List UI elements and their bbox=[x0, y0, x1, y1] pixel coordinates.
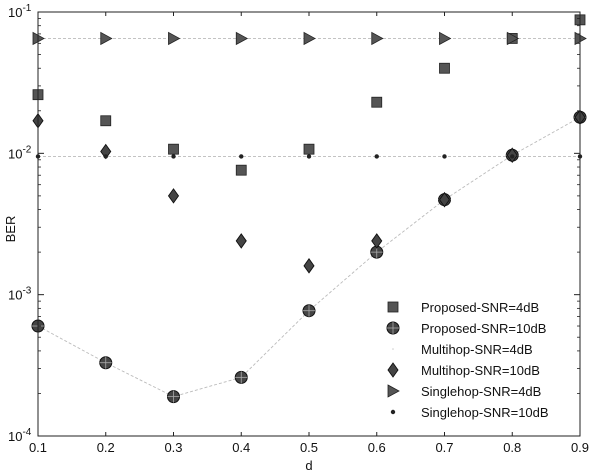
data-point-0-4 bbox=[303, 143, 315, 155]
data-point-5-6 bbox=[442, 154, 447, 159]
data-point-5-5 bbox=[374, 154, 379, 159]
y-tick-label: 10-4 bbox=[8, 427, 32, 444]
data-point-1-1 bbox=[99, 356, 113, 370]
data-point-0-2 bbox=[168, 143, 179, 155]
x-axis-label: d bbox=[305, 458, 312, 473]
legend-label: Multihop-SNR=4dB bbox=[421, 342, 533, 357]
y-tick-label: 10-2 bbox=[8, 144, 32, 161]
x-tick-label: 0.1 bbox=[29, 440, 47, 455]
legend-label: Singlehop-SNR=4dB bbox=[421, 384, 541, 399]
x-tick-label: 0.8 bbox=[503, 440, 521, 455]
data-point-3-3 bbox=[235, 233, 247, 249]
y-tick-label: 10-3 bbox=[8, 286, 32, 303]
legend-label: Proposed-SNR=10dB bbox=[421, 321, 546, 336]
data-point-4-3 bbox=[235, 31, 249, 46]
data-point-4-1 bbox=[100, 31, 113, 46]
data-point-0-6 bbox=[439, 62, 450, 74]
x-tick-label: 0.3 bbox=[164, 440, 182, 455]
data-point-4-4 bbox=[303, 31, 316, 46]
legend-label: Multihop-SNR=10dB bbox=[421, 363, 540, 378]
legend-marker-0 bbox=[387, 301, 399, 313]
x-tick-label: 0.9 bbox=[571, 440, 589, 455]
x-tick-label: 0.5 bbox=[300, 440, 318, 455]
data-point-5-3 bbox=[239, 154, 244, 159]
legend-marker-4 bbox=[387, 384, 400, 398]
data-point-1-4 bbox=[302, 304, 316, 318]
data-point-4-5 bbox=[371, 31, 384, 46]
legend-marker-3 bbox=[387, 362, 399, 378]
legend-marker-5 bbox=[390, 409, 396, 415]
series-line-1 bbox=[37, 116, 581, 398]
legend-label: Singlehop-SNR=10dB bbox=[421, 405, 549, 420]
legend: Proposed-SNR=4dB Proposed-SNR=10dB Multiho… bbox=[386, 300, 549, 420]
data-point-3-4 bbox=[303, 258, 315, 274]
x-tick-label: 0.7 bbox=[435, 440, 453, 455]
x-tick-label: 0.6 bbox=[368, 440, 386, 455]
x-tick-label: 0.2 bbox=[97, 440, 115, 455]
data-point-0-3 bbox=[235, 164, 247, 176]
data-point-5-2 bbox=[171, 154, 176, 159]
data-point-4-7 bbox=[506, 31, 520, 46]
x-tick-label: 0.4 bbox=[232, 440, 250, 455]
data-point-4-2 bbox=[168, 31, 181, 46]
data-point-3-6 bbox=[438, 191, 451, 208]
axes: 0.1 0.2 0.3 0.4 0.5 0.6 0.7 0.8 0.9 10-1 10-2 10-3 1… bbox=[8, 3, 589, 455]
data-point-5-4 bbox=[306, 154, 312, 159]
data-point-3-2 bbox=[167, 188, 180, 204]
data-point-4-6 bbox=[439, 31, 452, 46]
legend-marker-1 bbox=[386, 321, 400, 335]
y-axis-label: BER bbox=[3, 216, 18, 243]
legend-label: Proposed-SNR=4dB bbox=[421, 300, 539, 315]
data-point-1-2 bbox=[167, 390, 180, 404]
data-point-0-1 bbox=[100, 115, 112, 127]
data-point-3-5 bbox=[371, 233, 383, 249]
data-point-0-5 bbox=[371, 96, 383, 108]
data-point-5-7 bbox=[510, 154, 515, 159]
legend-marker-2 bbox=[392, 348, 394, 350]
data-point-5-1 bbox=[103, 154, 108, 159]
data-point-1-3 bbox=[234, 370, 248, 384]
y-tick-label: 10-1 bbox=[8, 3, 32, 20]
